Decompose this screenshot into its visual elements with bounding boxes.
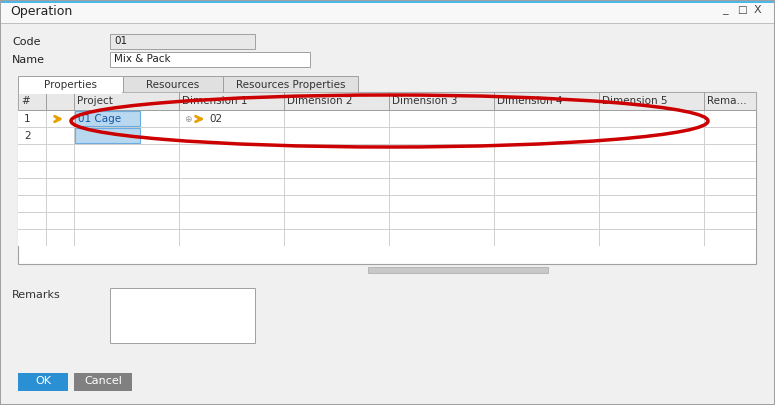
Text: 02: 02 [209,114,222,124]
Bar [18,92,756,264]
Bar [18,229,756,246]
Text: _: _ [722,5,728,15]
Text: ⊕: ⊕ [184,115,191,124]
Bar [18,144,756,161]
Text: Dimension 4: Dimension 4 [497,96,563,106]
Text: Operation: Operation [10,5,72,18]
Text: 1: 1 [24,114,31,124]
Text: Cancel: Cancel [84,376,122,386]
Text: Dimension 5: Dimension 5 [602,96,667,106]
Bar [18,212,756,213]
Bar [18,76,123,93]
Bar [1,1,774,3]
Bar [18,110,756,127]
Bar [19,92,122,94]
Text: Project: Project [77,96,113,106]
Bar [74,373,132,391]
Text: Rema...: Rema... [707,96,746,106]
Bar [18,178,756,195]
Text: X: X [754,5,762,15]
Text: Name: Name [12,55,45,65]
Text: 2: 2 [24,131,31,141]
Bar [18,144,756,145]
Bar [123,76,223,93]
Bar [223,76,358,93]
Text: Mix & Pack: Mix & Pack [114,54,170,64]
Bar [18,161,756,178]
Text: Resources: Resources [146,80,200,90]
Text: Dimension 1: Dimension 1 [182,96,247,106]
Bar [18,229,756,230]
Bar [18,127,756,128]
Bar [18,178,756,179]
Bar [18,161,756,162]
Bar [110,288,255,343]
Bar [18,110,756,111]
Bar [75,111,140,126]
Text: #: # [21,96,29,106]
Bar [18,127,756,144]
Text: Dimension 3: Dimension 3 [392,96,457,106]
Bar [18,195,756,196]
Bar [1,3,774,23]
Bar [1,23,774,24]
Text: Remarks: Remarks [12,290,60,300]
Text: OK: OK [35,376,51,386]
Bar [368,267,548,273]
Bar [110,52,310,67]
Text: 01: 01 [114,36,127,46]
Text: □: □ [737,5,747,15]
Bar [18,195,756,212]
Text: Code: Code [12,37,40,47]
Text: Properties: Properties [44,80,97,90]
Text: 01 Cage: 01 Cage [78,114,121,124]
Bar [18,212,756,229]
Bar [18,92,756,110]
Bar [110,34,255,49]
Bar [75,128,140,143]
Text: Resources Properties: Resources Properties [236,80,345,90]
Text: Dimension 2: Dimension 2 [287,96,353,106]
Bar [18,373,68,391]
